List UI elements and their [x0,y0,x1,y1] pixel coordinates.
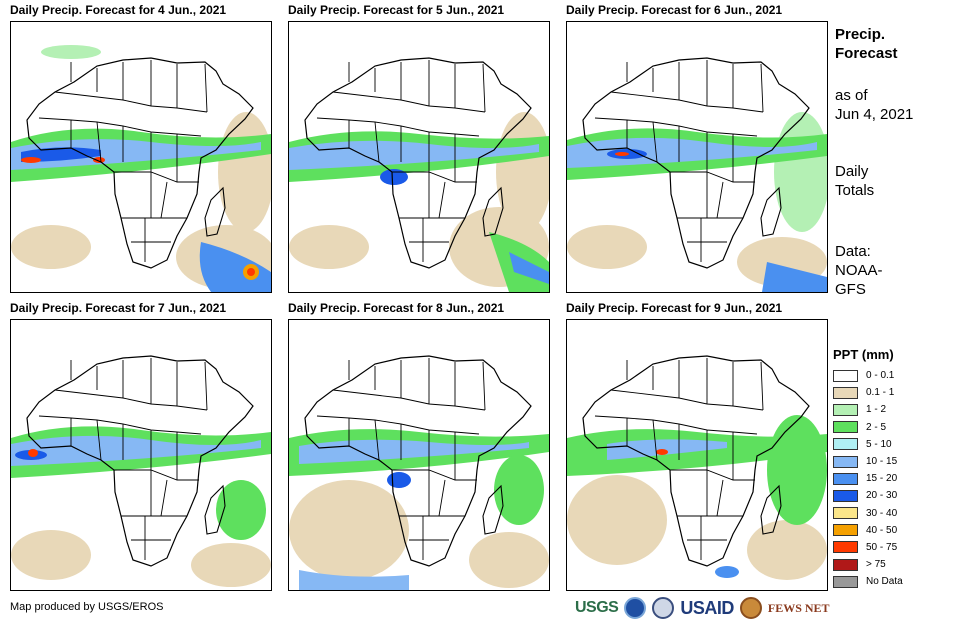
precip-map [288,319,550,591]
precip-map [566,319,828,591]
legend-swatch [833,507,858,520]
legend-swatch [833,455,858,468]
legend-swatch [833,438,858,451]
legend-items: 0 - 0.1 0.1 - 1 1 - 2 2 - 5 5 - 10 10 - 15 15 … [833,367,943,590]
legend-item: 20 - 30 [833,487,943,504]
legend-label: > 75 [866,559,886,571]
panel-title: Daily Precip. Forecast for 9 Jun., 2021 [566,301,783,315]
side-asof-line2: Jun 4, 2021 [835,106,914,123]
legend-swatch [833,489,858,502]
legend-swatch [833,524,858,537]
legend-item: 30 - 40 [833,505,943,522]
fews-net-logo: FEWS NET [767,600,830,615]
panel-title: Daily Precip. Forecast for 4 Jun., 2021 [10,3,227,17]
side-data-line3: GFS [835,281,866,298]
legend-item: No Data [833,573,943,590]
legend-label: 5 - 10 [866,438,892,450]
side-title-line1: Precip. [835,26,886,43]
legend-label: 0 - 0.1 [866,370,895,382]
legend-item: 15 - 20 [833,470,943,487]
forecast-panel-jun-7: Daily Precip. Forecast for 7 Jun., 2021 [10,301,272,591]
legend-item: 50 - 75 [833,539,943,556]
credit-text: Map produced by USGS/EROS [10,601,164,613]
legend-item: 10 - 15 [833,453,943,470]
legend-label: 50 - 75 [866,541,898,553]
side-data-source: Data: NOAA- GFS [835,242,883,299]
legend-item: > 75 [833,556,943,573]
side-title: Precip. Forecast [835,25,898,63]
forecast-panel-jun-4: Daily Precip. Forecast for 4 Jun., 2021 [10,3,272,293]
legend-label: 30 - 40 [866,507,898,519]
legend-label: 2 - 5 [866,421,887,433]
legend-label: 20 - 30 [866,490,898,502]
usgs-logo: USGS [575,599,619,616]
forecast-panel-jun-9: Daily Precip. Forecast for 9 Jun., 2021 [566,301,828,591]
legend-swatch [833,369,858,382]
side-totals-line2: Totals [835,182,875,199]
side-totals: Daily Totals [835,162,874,200]
panel-title: Daily Precip. Forecast for 8 Jun., 2021 [288,301,505,315]
panel-title: Daily Precip. Forecast for 5 Jun., 2021 [288,3,505,17]
legend-label: 1 - 2 [866,404,887,416]
legend-swatch [833,575,858,588]
legend-label: 10 - 15 [866,456,898,468]
government-seal-logo [652,597,675,619]
legend-swatch [833,386,858,399]
legend-item: 40 - 50 [833,522,943,539]
precip-map [10,21,272,293]
legend-label: No Data [866,576,903,588]
legend-label: 0.1 - 1 [866,387,895,399]
side-asof-line1: as of [835,87,868,104]
legend-swatch [833,472,858,485]
side-title-line2: Forecast [835,45,898,62]
legend-item: 0 - 0.1 [833,367,943,384]
legend: PPT (mm) 0 - 0.1 0.1 - 1 1 - 2 2 - 5 5 - 10 1… [833,347,943,590]
fews-net-seal-logo [739,597,762,619]
side-data-line1: Data: [835,243,871,260]
noaa-logo [624,597,647,619]
legend-title: PPT (mm) [833,347,894,362]
side-totals-line1: Daily [835,163,869,180]
panel-title: Daily Precip. Forecast for 6 Jun., 2021 [566,3,783,17]
legend-item: 0.1 - 1 [833,384,943,401]
precip-map [10,319,272,591]
forecast-panel-jun-8: Daily Precip. Forecast for 8 Jun., 2021 [288,301,550,591]
side-data-line2: NOAA- [835,262,883,279]
precip-map [288,21,550,293]
usaid-logo: USAID [680,597,734,618]
legend-label: 40 - 50 [866,524,898,536]
legend-item: 5 - 10 [833,436,943,453]
forecast-panel-jun-6: Daily Precip. Forecast for 6 Jun., 2021 [566,3,828,293]
forecast-panel-jun-5: Daily Precip. Forecast for 5 Jun., 2021 [288,3,550,293]
legend-item: 1 - 2 [833,401,943,418]
side-as-of: as of Jun 4, 2021 [835,86,913,124]
logos: USGS USAID FEWS NET [575,594,830,622]
precip-map [566,21,828,293]
legend-swatch [833,403,858,416]
legend-item: 2 - 5 [833,419,943,436]
panel-title: Daily Precip. Forecast for 7 Jun., 2021 [10,301,227,315]
legend-swatch [833,421,858,434]
legend-swatch [833,541,858,554]
legend-swatch [833,558,858,571]
legend-label: 15 - 20 [866,473,898,485]
